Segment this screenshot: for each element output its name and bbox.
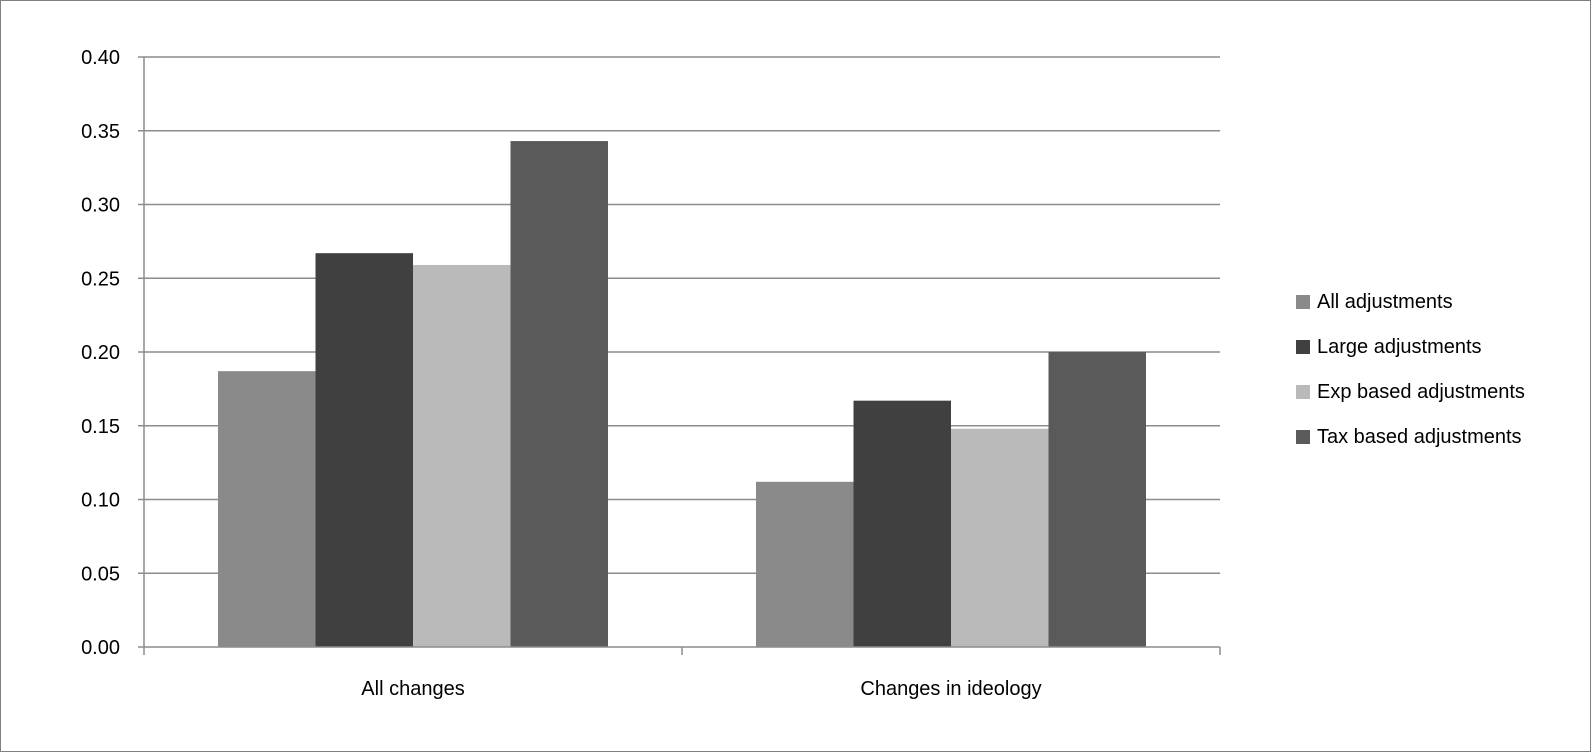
y-tick-label: 0.05 [81, 563, 120, 585]
legend-label: Tax based adjustments [1317, 426, 1522, 448]
y-tick-label: 0.35 [81, 121, 120, 143]
legend-swatch [1296, 295, 1310, 309]
legend-label: Large adjustments [1317, 336, 1482, 358]
bar [1048, 352, 1146, 647]
bar [853, 400, 951, 647]
bar [951, 428, 1049, 647]
bars [218, 141, 1146, 648]
x-tick-label: All changes [361, 678, 464, 700]
y-tick-label: 0.30 [81, 195, 120, 217]
bar [413, 264, 511, 647]
bar [756, 481, 854, 647]
y-tick-label: 0.40 [81, 47, 120, 69]
x-tick-labels: All changes Changes in ideology [361, 678, 1041, 700]
bar [315, 253, 413, 648]
legend-label: Exp based adjustments [1317, 381, 1525, 403]
y-tick-labels: 0.00 0.05 0.10 0.15 0.20 0.25 0.30 0.35 0.40 [81, 47, 120, 659]
legend: All adjustments Large adjustments Exp base… [1296, 291, 1525, 448]
y-tick-label: 0.25 [81, 268, 120, 290]
legend-swatch [1296, 340, 1310, 354]
x-tick-label: Changes in ideology [860, 678, 1041, 700]
legend-swatch [1296, 430, 1310, 444]
bar [510, 141, 608, 647]
y-tick-label: 0.00 [81, 637, 120, 659]
y-tick-label: 0.10 [81, 490, 120, 512]
y-tick-label: 0.20 [81, 342, 120, 364]
bar [218, 371, 316, 647]
legend-swatch [1296, 385, 1310, 399]
y-tick-label: 0.15 [81, 416, 120, 438]
axes [138, 56, 1221, 655]
legend-label: All adjustments [1317, 291, 1453, 313]
